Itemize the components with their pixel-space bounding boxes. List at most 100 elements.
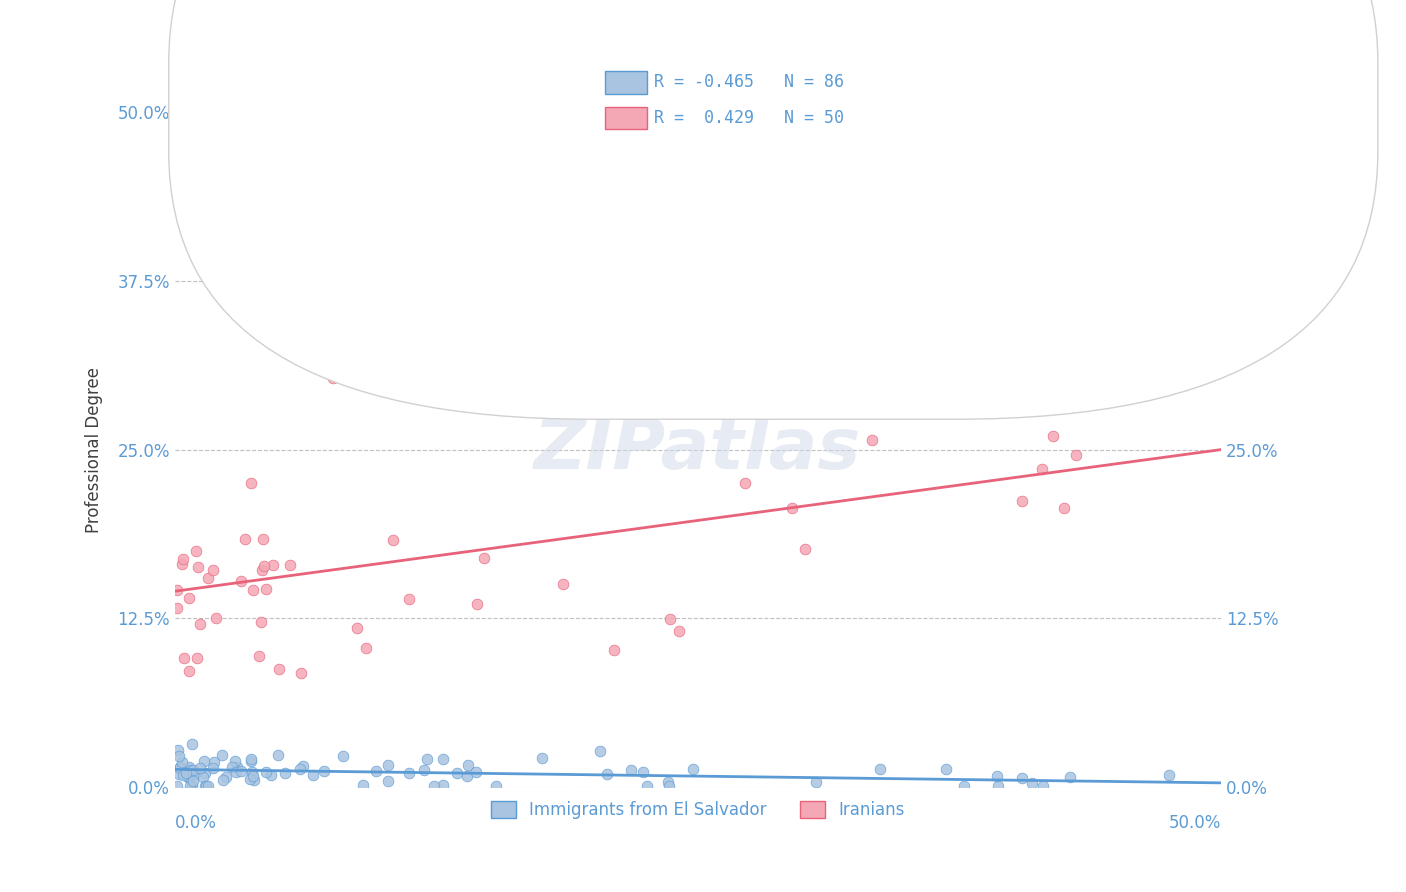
Point <box>377 757 399 772</box>
Point <box>415 751 437 765</box>
Point <box>457 757 479 772</box>
Text: R = -0.465   N = 86: R = -0.465 N = 86 <box>654 73 844 91</box>
Point <box>166 583 188 598</box>
Point <box>551 577 574 591</box>
Point <box>181 773 204 788</box>
Point <box>589 744 612 758</box>
Point <box>253 559 276 574</box>
Point <box>290 665 312 680</box>
Point <box>1157 768 1180 782</box>
Point <box>278 558 301 573</box>
Point <box>231 574 253 589</box>
Point <box>190 617 212 632</box>
Point <box>180 763 202 777</box>
Point <box>179 779 201 793</box>
Point <box>212 772 235 787</box>
Point <box>862 434 884 448</box>
Point <box>201 760 224 774</box>
Text: 50.0%: 50.0% <box>1168 814 1220 832</box>
Point <box>274 765 297 780</box>
Point <box>659 612 682 626</box>
Point <box>240 754 263 768</box>
Point <box>1042 428 1064 442</box>
Point <box>987 779 1010 793</box>
Point <box>188 761 211 775</box>
Point <box>1021 775 1043 789</box>
Point <box>211 748 233 763</box>
Text: IMMIGRANTS FROM EL SALVADOR VS IRANIAN PROFESSIONAL DEGREE CORRELATION CHART: IMMIGRANTS FROM EL SALVADOR VS IRANIAN P… <box>174 78 1107 95</box>
Point <box>254 765 277 780</box>
Point <box>636 779 658 793</box>
Text: ZIPatlas: ZIPatlas <box>534 415 862 484</box>
Point <box>179 591 201 605</box>
Point <box>247 649 270 664</box>
Point <box>620 763 643 777</box>
Point <box>292 759 315 773</box>
Point <box>465 764 488 779</box>
Point <box>225 764 247 779</box>
Point <box>1053 500 1076 515</box>
Point <box>472 551 495 566</box>
Point <box>456 769 478 783</box>
Point <box>186 651 208 665</box>
Point <box>197 779 219 793</box>
Point <box>194 779 217 793</box>
Point <box>181 763 204 777</box>
Point <box>242 582 264 597</box>
Point <box>364 764 387 778</box>
Point <box>780 500 803 515</box>
Point <box>179 664 201 678</box>
Point <box>177 771 200 785</box>
Point <box>332 748 354 763</box>
Y-axis label: Professional Degree: Professional Degree <box>86 367 103 533</box>
Point <box>668 624 690 638</box>
Point <box>952 779 974 793</box>
Point <box>793 541 815 556</box>
Point <box>166 743 188 757</box>
Point <box>432 778 454 792</box>
Point <box>354 640 377 655</box>
Text: 0.0%: 0.0% <box>174 814 217 832</box>
Point <box>167 767 190 781</box>
Point <box>167 748 190 763</box>
Point <box>176 769 198 783</box>
Point <box>187 559 209 574</box>
Point <box>986 769 1008 783</box>
Point <box>959 193 981 207</box>
Point <box>631 765 654 780</box>
Point <box>172 768 194 782</box>
Point <box>1059 770 1081 784</box>
Point <box>239 752 262 766</box>
Point <box>239 772 262 786</box>
Point <box>382 533 405 547</box>
Point <box>377 774 399 789</box>
Point <box>180 737 202 751</box>
Point <box>193 754 215 768</box>
Point <box>242 769 264 783</box>
Text: R =  0.429   N = 50: R = 0.429 N = 50 <box>654 109 844 127</box>
Point <box>734 475 756 490</box>
Point <box>423 779 446 793</box>
Point <box>1011 494 1033 508</box>
Point <box>184 544 207 558</box>
Point <box>1064 448 1087 462</box>
Point <box>446 766 468 780</box>
Point <box>226 760 249 774</box>
Point <box>398 592 420 607</box>
Point <box>682 763 704 777</box>
Point <box>214 770 236 784</box>
Point <box>530 750 553 764</box>
Point <box>485 779 508 793</box>
Point <box>169 760 191 774</box>
Point <box>465 598 488 612</box>
Point <box>166 601 188 615</box>
Point <box>174 765 197 780</box>
Point <box>267 747 290 762</box>
Point <box>252 532 274 546</box>
Point <box>166 779 188 793</box>
Point <box>233 532 256 546</box>
Point <box>194 766 217 780</box>
Point <box>183 767 205 781</box>
Point <box>935 763 957 777</box>
Point <box>869 762 891 776</box>
